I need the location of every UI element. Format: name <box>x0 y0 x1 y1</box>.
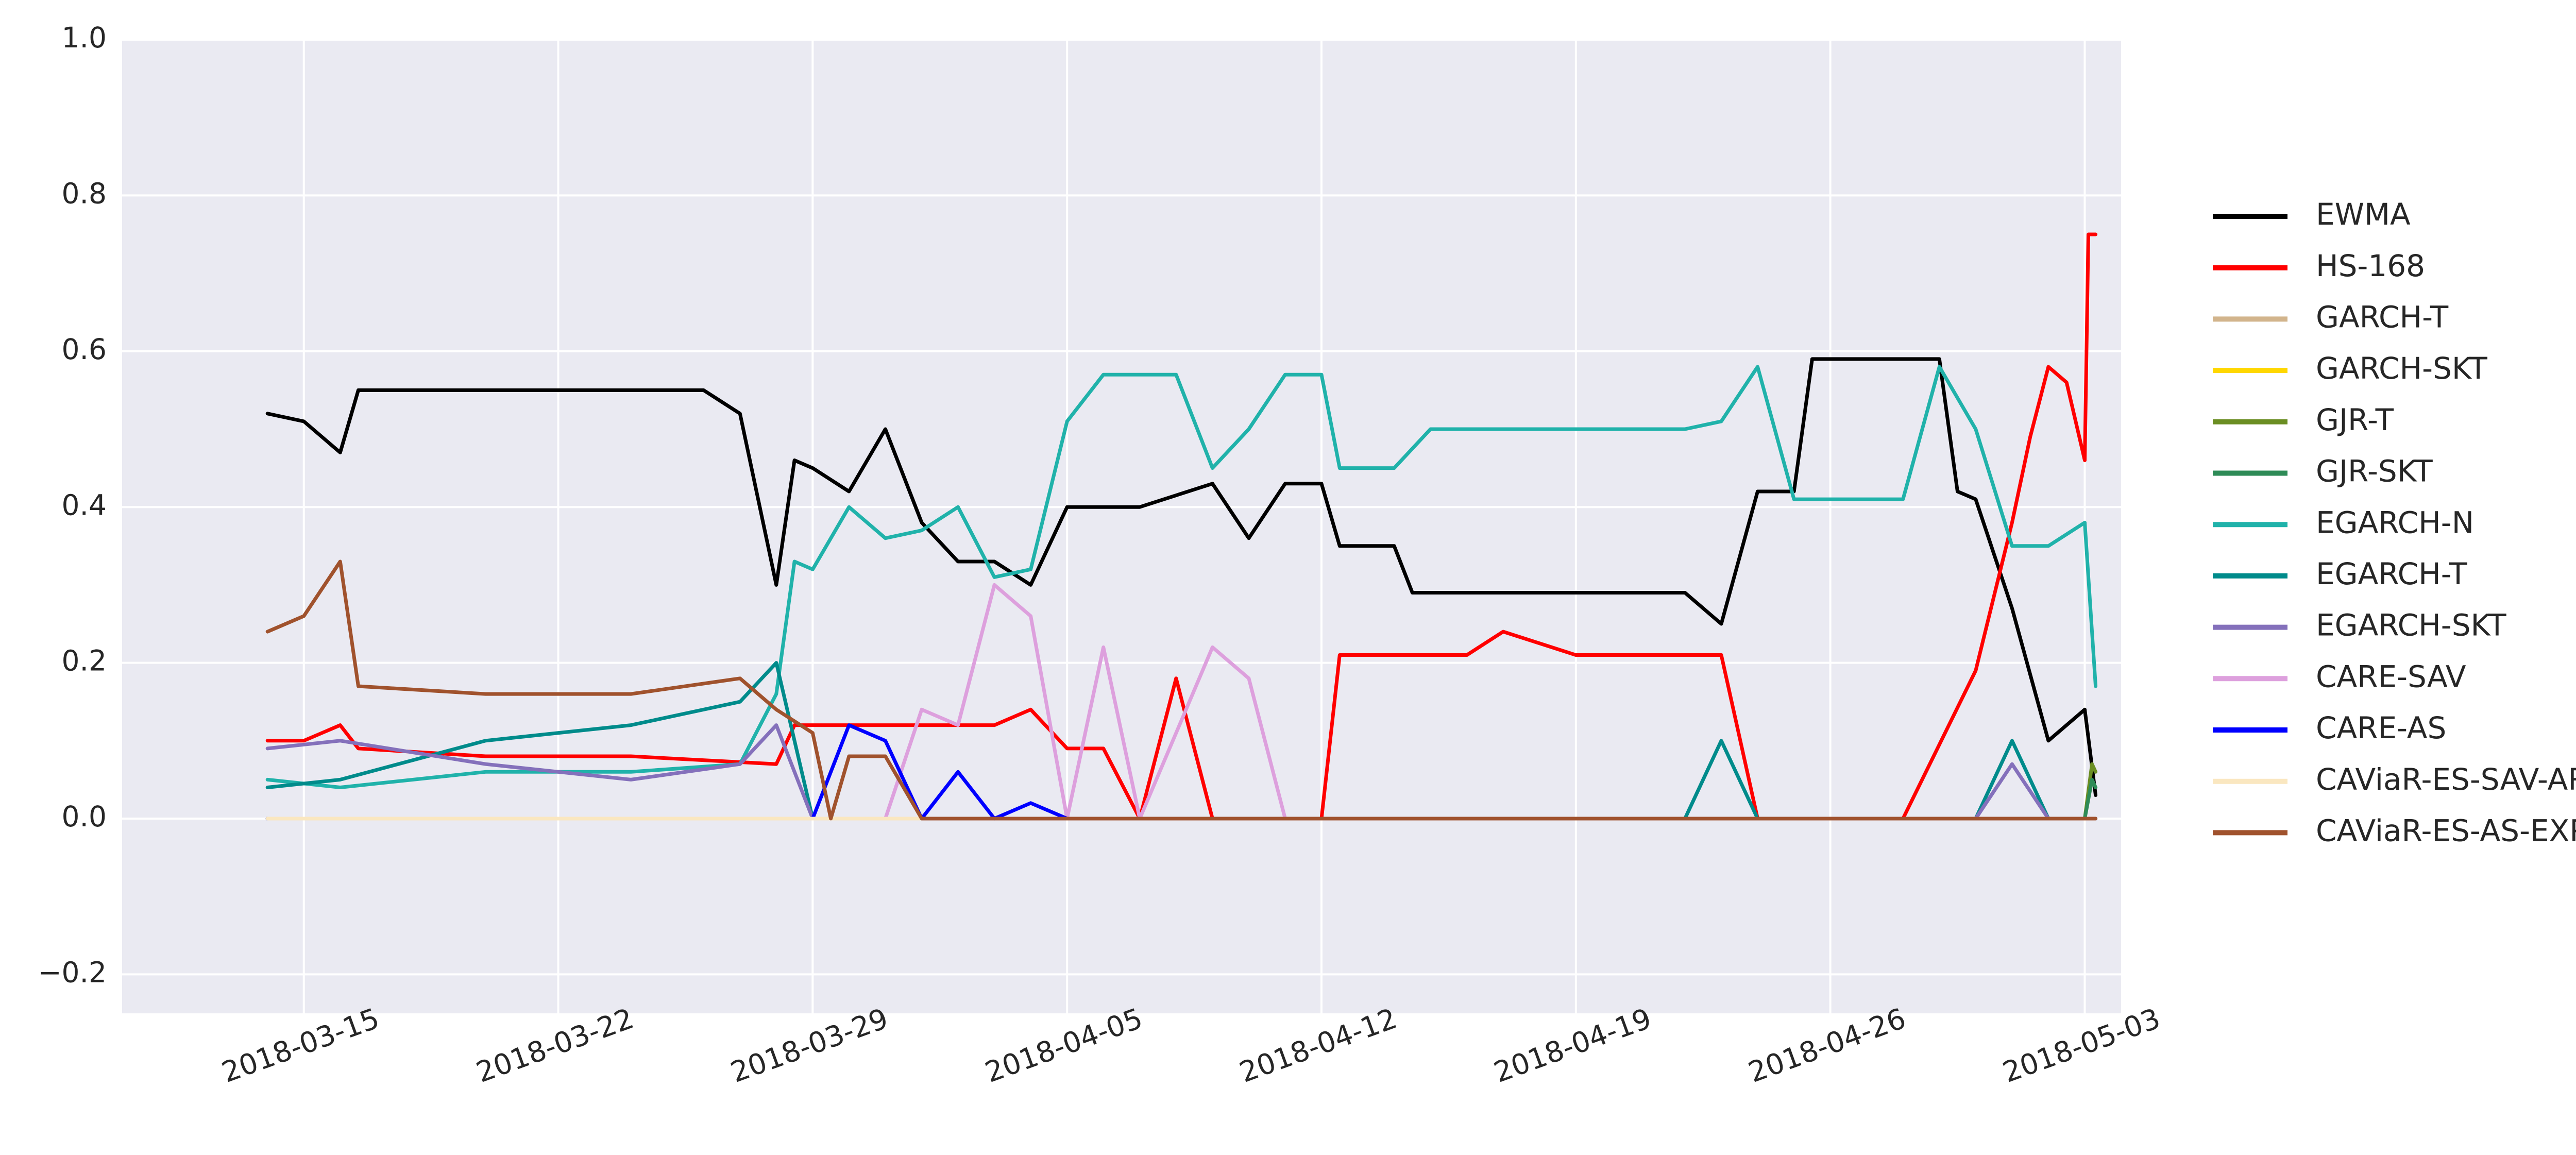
x-tick-label: 2018-03-29 <box>726 1001 892 1089</box>
y-tick-label: 0.6 <box>62 333 107 366</box>
legend-label: EGARCH-SKT <box>2316 608 2506 643</box>
series-line-egarch-skt <box>265 723 2098 821</box>
legend-label: GJR-T <box>2316 402 2394 437</box>
x-tick-label: 2018-04-26 <box>1744 1001 1910 1089</box>
y-tick-label: 0.8 <box>62 177 107 210</box>
y-axis-tick-labels: −0.2 0.0 0.2 0.4 0.6 0.8 1.0 <box>38 21 107 989</box>
legend-label: CARE-AS <box>2316 710 2446 745</box>
y-tick-label: −0.2 <box>38 956 107 989</box>
legend-label: EGARCH-T <box>2316 556 2467 591</box>
legend-label: GARCH-T <box>2316 300 2449 335</box>
legend-label: CAViaR-ES-AS-EXP <box>2316 813 2576 848</box>
series-line-caviar-es-as-exp <box>265 559 2098 821</box>
series-line-care-as <box>265 723 2098 821</box>
series-line-ewma <box>265 357 2098 797</box>
series-line-egarch-n <box>265 365 2098 789</box>
x-axis-tick-labels: 2018-03-15 2018-03-22 2018-03-29 2018-04-05… <box>217 1001 2164 1089</box>
y-tick-label: 1.0 <box>62 21 107 54</box>
x-tick-label: 2018-03-15 <box>217 1001 383 1089</box>
legend: EWMA HS-168 GARCH-T GARCH-SKT GJR-T GJR-SKT EG… <box>2213 197 2576 848</box>
legend-label: CAViaR-ES-SAV-AR <box>2316 762 2576 797</box>
legend-label: HS-168 <box>2316 248 2425 283</box>
legend-label: GJR-SKT <box>2316 454 2433 489</box>
x-tick-label: 2018-04-19 <box>1489 1001 1655 1089</box>
y-tick-label: 0.0 <box>62 800 107 833</box>
plot-background <box>122 40 2121 1013</box>
y-tick-label: 0.2 <box>62 644 107 677</box>
grid-lines <box>122 39 2121 1013</box>
x-tick-label: 2018-03-22 <box>472 1001 638 1089</box>
x-tick-label: 2018-04-12 <box>1235 1001 1401 1089</box>
x-tick-label: 2018-05-03 <box>1998 1001 2164 1089</box>
legend-label: CARE-SAV <box>2316 659 2466 694</box>
series-lines <box>265 232 2098 821</box>
legend-label: GARCH-SKT <box>2316 351 2487 386</box>
legend-label: EWMA <box>2316 197 2411 232</box>
legend-label: EGARCH-N <box>2316 505 2474 540</box>
y-tick-label: 0.4 <box>62 488 107 521</box>
x-tick-label: 2018-04-05 <box>981 1001 1147 1089</box>
